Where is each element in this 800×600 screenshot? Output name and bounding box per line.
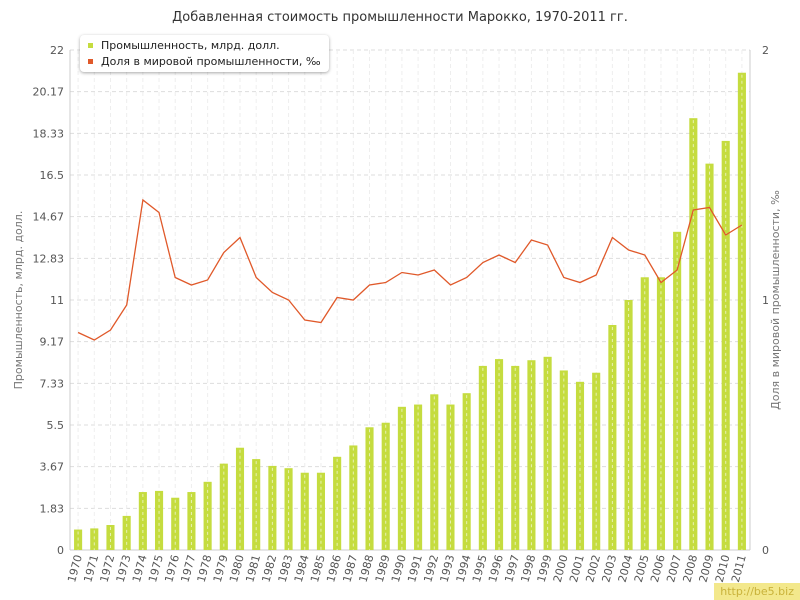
- y-tick-label: 9.17: [40, 336, 65, 349]
- y-tick-label: 12.83: [33, 252, 65, 265]
- legend-swatch-bar: [88, 42, 93, 48]
- y-tick-label: 20.17: [33, 86, 65, 99]
- bar: [219, 463, 228, 550]
- y-tick-label: 14.67: [33, 211, 65, 224]
- bar: [705, 163, 714, 551]
- bar: [559, 370, 568, 550]
- y-tick-label: 22: [50, 44, 64, 57]
- bar: [106, 525, 115, 550]
- bar: [495, 359, 504, 550]
- y2-tick-label: 1: [762, 294, 769, 307]
- legend-item-share[interactable]: Доля в мировой промышленности, ‰: [88, 53, 321, 69]
- bar: [122, 515, 131, 550]
- watermark[interactable]: http://be5.biz: [714, 583, 800, 600]
- y-axis-title: Промышленность, млрд. долл.: [12, 211, 25, 390]
- bar: [689, 118, 698, 550]
- legend-label-share: Доля в мировой промышленности, ‰: [101, 54, 321, 68]
- y2-tick-label: 0: [762, 544, 769, 557]
- bar: [446, 404, 455, 550]
- chart-title: Добавленная стоимость промышленности Мар…: [172, 10, 628, 25]
- bar: [462, 393, 471, 550]
- bar: [155, 490, 164, 550]
- y-tick-label: 3.67: [40, 461, 65, 474]
- legend-swatch-line: [88, 58, 93, 64]
- bar: [543, 356, 552, 550]
- y-tick-label: 0: [57, 544, 64, 557]
- bar: [430, 394, 439, 550]
- series-line-share: [77, 198, 743, 341]
- bar: [365, 427, 374, 550]
- legend-item-industry[interactable]: Промышленность, млрд. долл.: [88, 37, 321, 53]
- chart-legend: Промышленность, млрд. долл. Доля в миров…: [80, 35, 329, 72]
- y-tick-label: 18.33: [33, 127, 65, 140]
- bar: [414, 404, 423, 550]
- bar: [397, 406, 406, 550]
- legend-label-industry: Промышленность, млрд. долл.: [101, 38, 280, 52]
- y2-tick-label: 2: [762, 44, 769, 57]
- y-tick-label: 11: [50, 294, 64, 307]
- bar: [575, 381, 585, 550]
- y-tick-label: 7.33: [40, 377, 65, 390]
- bar: [268, 465, 277, 550]
- y-tick-label: 16.5: [40, 169, 65, 182]
- y-tick-label: 1.83: [40, 502, 65, 515]
- y-tick-label: 5.5: [47, 419, 65, 432]
- bar: [721, 140, 730, 550]
- y2-axis-title: Доля в мировой промышленности, ‰: [769, 190, 782, 410]
